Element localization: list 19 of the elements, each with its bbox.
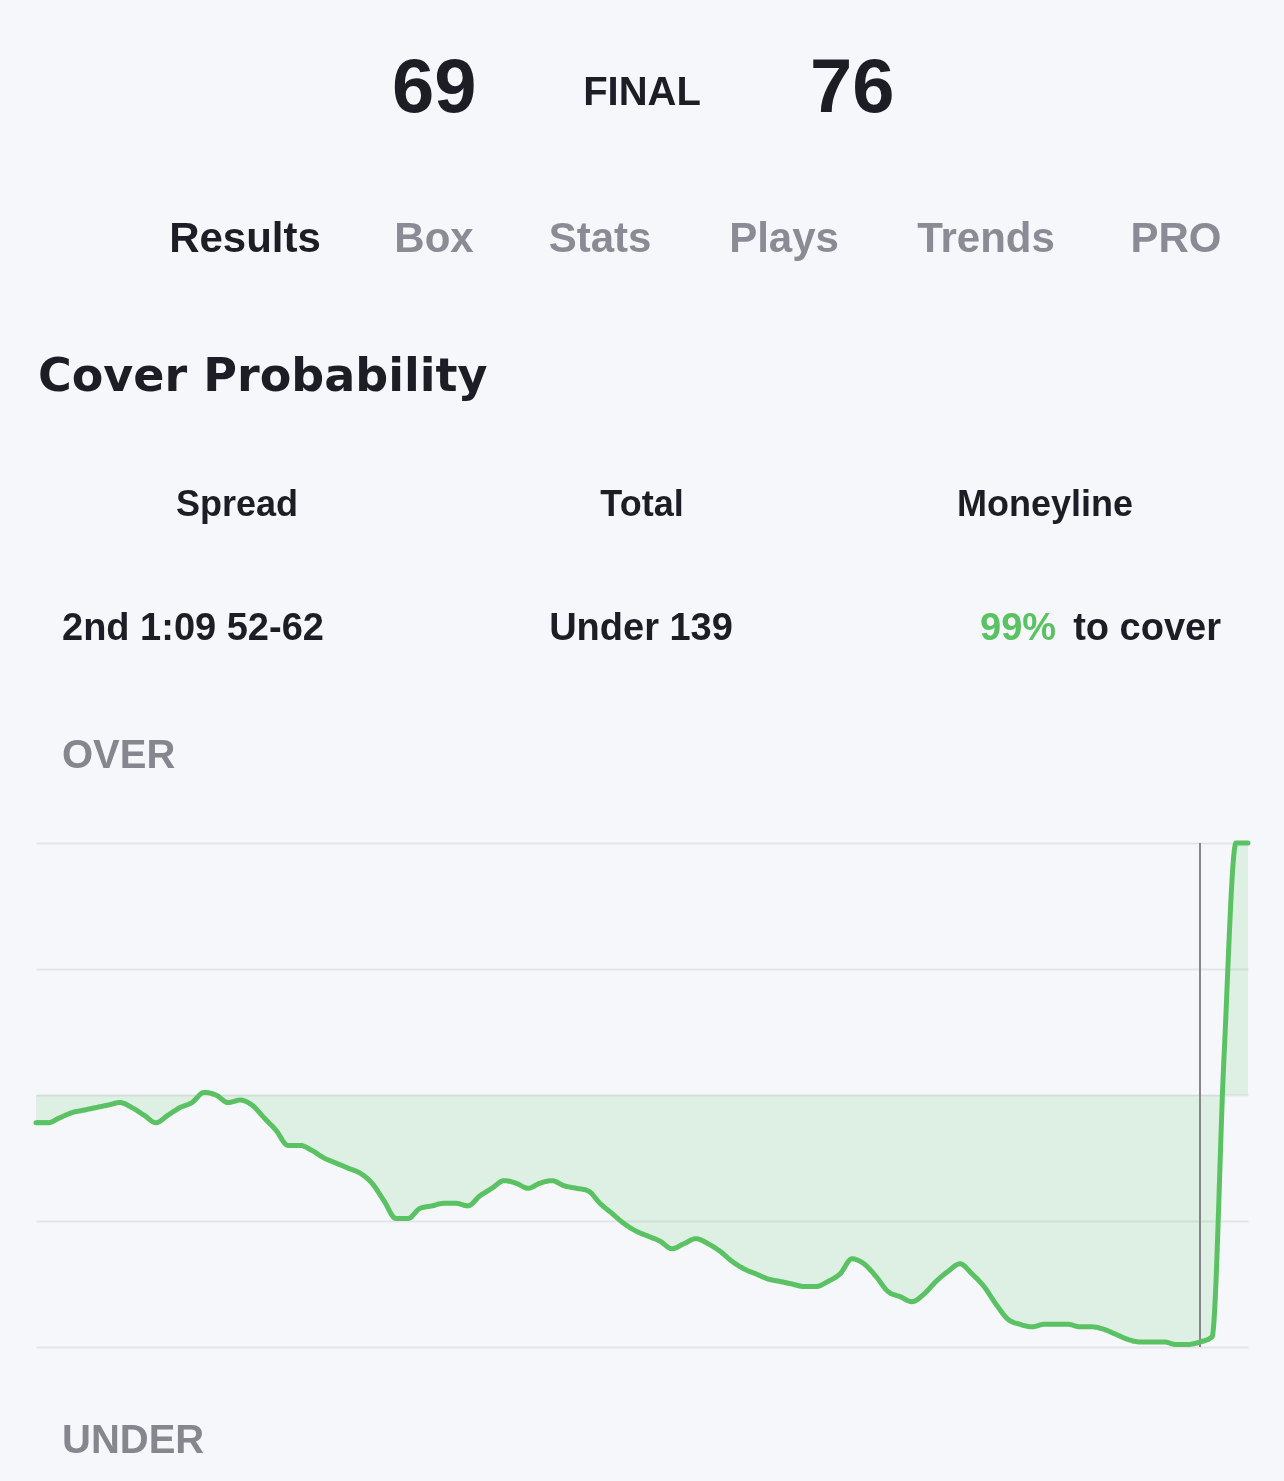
text: PRO [1130, 214, 1222, 261]
text: Moneyline [956, 483, 1134, 524]
text: Spread [175, 483, 299, 524]
text: OVER [62, 732, 176, 776]
text: 99% [980, 606, 1057, 648]
chart-title: Cover Probability [38, 348, 488, 402]
text: Total [600, 483, 684, 524]
text: Box [394, 214, 475, 261]
text: 69 [392, 43, 477, 128]
text: 2nd 1:09 52-62 [62, 606, 324, 648]
text: FINAL [583, 69, 701, 113]
text: Under 139 [549, 606, 733, 648]
text: Results [169, 214, 321, 261]
text: Stats [548, 214, 652, 261]
text: UNDER [62, 1417, 205, 1461]
text: Trends [917, 214, 1055, 261]
text: to cover [1073, 606, 1222, 648]
text: Plays [729, 214, 839, 261]
text: 76 [810, 43, 895, 128]
